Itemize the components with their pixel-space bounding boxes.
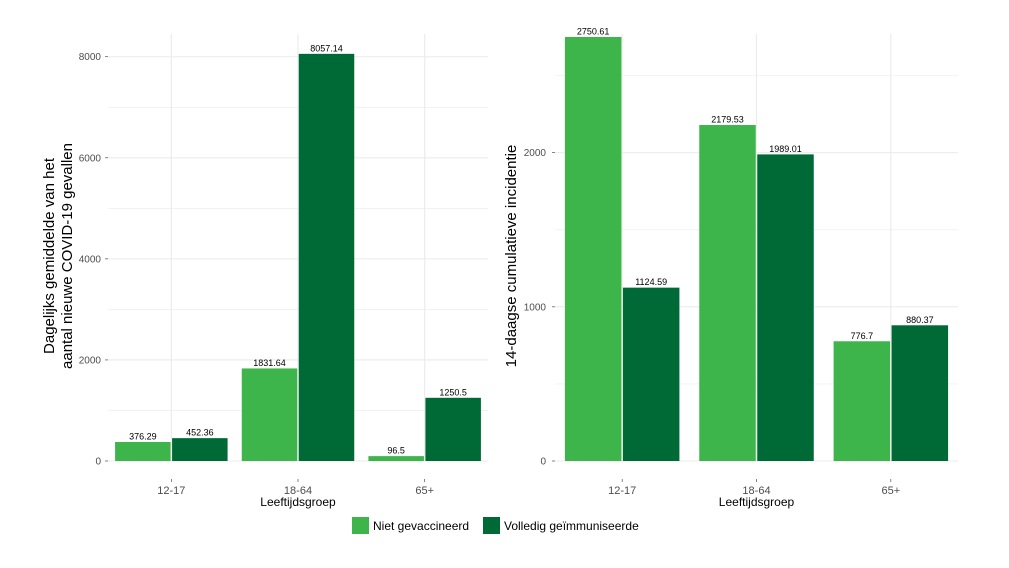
bar-data-label: 776.7 (851, 331, 874, 341)
bar-data-label: 376.29 (129, 431, 157, 441)
x-tick-label: 12-17 (157, 485, 185, 497)
y-tick-label: 0 (540, 457, 546, 468)
x-tick-label: 65+ (415, 485, 434, 497)
y-tick-label: 2000 (524, 148, 547, 159)
y-axis-title: Dagelijks gemiddelde van het (41, 157, 58, 354)
x-axis-title: Leeftijdsgroep (719, 495, 795, 509)
bar (564, 36, 622, 461)
legend: Niet gevaccineerd Volledig geïmmuniseerde (352, 517, 639, 534)
bar-data-label: 96.5 (387, 446, 405, 456)
y-tick-label: 6000 (79, 153, 102, 164)
bar-data-label: 2179.53 (711, 115, 744, 125)
y-axis-title: 14-daagse cumulatieve incidentie (503, 145, 520, 368)
bar-data-label: 8057.14 (310, 43, 343, 53)
bar (368, 456, 424, 461)
bar-data-label: 1124.59 (635, 277, 667, 287)
x-tick-label: 65+ (881, 485, 900, 497)
bar (833, 341, 891, 461)
legend-label: Niet gevaccineerd (373, 519, 469, 533)
bar-data-label: 2750.61 (577, 26, 610, 36)
right-chart-panel: 0 1000 2000 2750.61 1124.59 12-17 2179.53 1989.… (503, 26, 958, 509)
y-axis-title: aantal nieuwe COVID-19 gevallen (59, 143, 76, 369)
bar (115, 441, 171, 461)
bar (757, 154, 814, 462)
legend-label: Volledig geïmmuniseerde (504, 519, 639, 533)
left-chart-panel: 0 2000 4000 6000 8000 376.29 452.36 12-17 1831.6… (41, 34, 488, 509)
legend-swatch (483, 517, 500, 534)
bar (622, 287, 680, 461)
x-tick-label: 18-64 (284, 485, 312, 497)
bar-data-label: 1250.5 (439, 387, 467, 397)
bar (891, 325, 949, 461)
bar (298, 53, 355, 462)
x-tick-label: 18-64 (742, 485, 770, 497)
legend-swatch (352, 517, 369, 534)
y-tick-label: 4000 (79, 254, 102, 265)
bar (425, 397, 481, 461)
bar (241, 368, 298, 461)
bar (172, 438, 228, 461)
y-tick-label: 0 (95, 457, 101, 468)
bar-data-label: 880.37 (906, 315, 934, 325)
bar-data-label: 1831.64 (253, 358, 286, 368)
bar-data-label: 452.36 (186, 428, 214, 438)
y-tick-label: 1000 (524, 302, 547, 313)
y-tick-label: 2000 (79, 355, 102, 366)
x-axis-title: Leeftijdsgroep (260, 495, 336, 509)
x-tick-label: 12-17 (608, 485, 636, 497)
bar-data-label: 1989.01 (769, 144, 802, 154)
y-tick-label: 8000 (79, 52, 102, 63)
bar (699, 125, 756, 461)
